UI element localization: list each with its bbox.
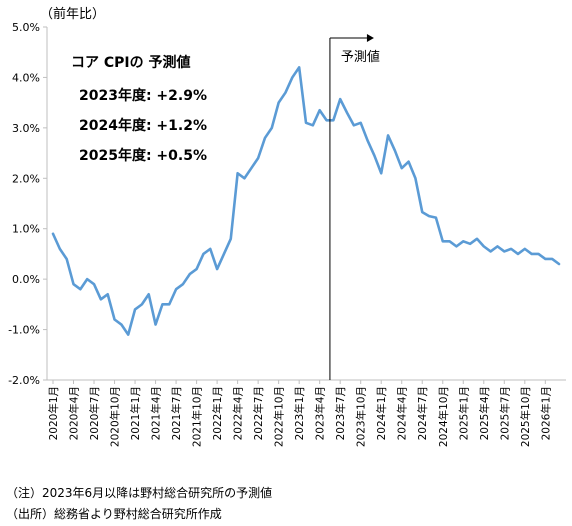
y-tick-label: -2.0% <box>8 374 40 387</box>
footnote: （注）2023年6月以降は野村総合研究所の予測値 <box>6 486 273 500</box>
y-tick-label: -1.0% <box>8 324 40 337</box>
forecast-marker: 予測値 <box>329 34 380 380</box>
y-unit-label: （前年比） <box>40 6 105 22</box>
x-tick-label: 2020年10月 <box>109 386 122 447</box>
x-tick-label: 2025年10月 <box>519 386 532 447</box>
x-tick-label: 2023年10月 <box>355 386 368 447</box>
y-tick-label: 0.0% <box>12 273 40 286</box>
x-tick-label: 2023年4月 <box>314 386 327 440</box>
x-tick-label: 2026年1月 <box>539 386 552 440</box>
annotation-line-2024: 2024年度: +1.2% <box>79 117 207 134</box>
x-tick-label: 2023年1月 <box>293 386 306 440</box>
x-tick-label: 2022年4月 <box>232 386 245 440</box>
x-tick-label: 2021年7月 <box>170 386 183 440</box>
x-tick-label: 2022年1月 <box>211 386 224 440</box>
x-tick-label: 2025年7月 <box>498 386 511 440</box>
forecast-arrow-head <box>366 34 374 42</box>
plot-area <box>51 66 561 336</box>
x-tick-label: 2021年1月 <box>129 386 142 440</box>
x-tick-label: 2021年4月 <box>150 386 163 440</box>
x-tick-label: 2022年7月 <box>252 386 265 440</box>
source-note: （出所）総務省より野村総合研究所作成 <box>6 507 222 521</box>
x-tick-label: 2024年1月 <box>375 386 388 440</box>
x-tick-label: 2024年7月 <box>416 386 429 440</box>
y-tick-label: 2.0% <box>12 172 40 185</box>
y-tick-label: 1.0% <box>12 223 40 236</box>
x-tick-label: 2024年10月 <box>437 386 450 447</box>
y-tick-label: 5.0% <box>12 21 40 34</box>
x-tick-label: 2024年4月 <box>396 386 409 440</box>
x-tick-label: 2025年4月 <box>478 386 491 440</box>
x-tick-label: 2020年7月 <box>88 386 101 440</box>
annotation-line-2025: 2025年度: +0.5% <box>79 147 207 164</box>
x-tick-label: 2022年10月 <box>273 386 286 447</box>
x-tick-label: 2023年7月 <box>334 386 347 440</box>
x-tick-label: 2020年4月 <box>68 386 81 440</box>
x-tick-label: 2025年1月 <box>457 386 470 440</box>
annotation-box: コア CPIの 予測値 2023年度: +2.9% 2024年度: +1.2% … <box>71 54 207 164</box>
cpi-series-line <box>51 66 561 336</box>
x-tick-label: 2021年10月 <box>191 386 204 447</box>
x-tick-label: 2020年1月 <box>47 386 60 440</box>
annotation-title: コア CPIの 予測値 <box>71 54 191 71</box>
forecast-label: 予測値 <box>341 49 380 65</box>
y-tick-label: 4.0% <box>12 71 40 84</box>
y-axis: 5.0% 4.0% 3.0% 2.0% 1.0% 0.0% -1.0% -2.0% <box>8 21 48 387</box>
y-tick-label: 3.0% <box>12 122 40 135</box>
annotation-line-2023: 2023年度: +2.9% <box>79 87 207 104</box>
x-axis: 2020年1月 2020年4月 2020年7月 2020年10月 2021年1月 2021… <box>47 379 566 447</box>
